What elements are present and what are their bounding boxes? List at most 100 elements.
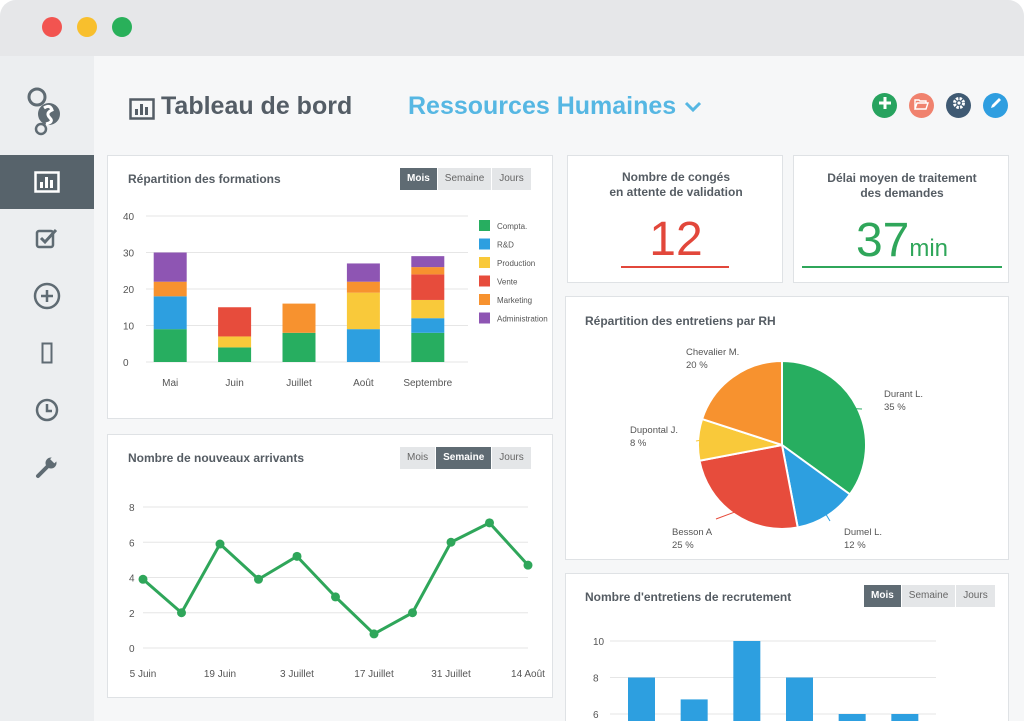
close-window-button[interactable] [42,17,62,37]
bar-segment [346,281,380,293]
x-tick-label: Juin [225,378,243,389]
settings-button[interactable] [946,93,971,118]
bar [786,677,813,721]
add-button[interactable] [872,93,897,118]
bar-segment [282,303,316,333]
page-title: Tableau de bord [161,92,353,120]
sidebar-item-tasks[interactable] [0,211,94,265]
training-breakdown-card: Répartition des formations Mois Semaine … [107,155,553,419]
y-tick-label: 4 [129,574,135,585]
legend-swatch [479,294,490,305]
bar-chart: 6 8 10 [593,637,936,721]
checkbox-icon [35,227,59,249]
legend-swatch [479,220,490,231]
sidebar-item-dashboard[interactable] [0,155,94,209]
period-day-button[interactable]: Jours [492,447,532,469]
plus-icon [878,96,892,115]
pie-slice [700,359,783,447]
section-selector[interactable]: Ressources Humaines [408,92,677,120]
legend-swatch [479,312,490,324]
slice-label: Dumel L. [844,527,882,538]
period-day-button[interactable]: Jours [492,168,532,190]
y-tick-label: 2 [129,609,135,620]
legend-label: Marketing [497,296,532,305]
bar-segment [411,299,445,319]
pie-slice [781,359,867,496]
chevron-down-icon[interactable] [683,100,703,119]
folder-open-icon [914,97,929,115]
slice-label: Chevalier M. [686,347,739,358]
maximize-window-button[interactable] [112,17,132,37]
data-point [215,539,225,549]
data-point [369,629,379,639]
legend-label: Compta. [497,222,527,231]
kpi-value: 12 [649,213,703,266]
y-tick-label: 0 [123,358,129,369]
bar-segment [411,332,445,362]
minimize-window-button[interactable] [77,17,97,37]
slice-value: 25 % [672,540,694,551]
legend-label: Administration [497,315,548,324]
pie-chart: Durant L. 35 % Dumel L. 12 % Besson A 25 % Dup… [630,347,923,551]
legend-label: Production [497,259,535,268]
y-tick-label: 30 [123,249,135,260]
bar-segment [411,274,445,300]
period-toggle: Mois Semaine Jours [400,447,532,469]
x-tick-label: 5 Juin [130,669,157,680]
data-point [408,608,417,618]
bar-segment [411,318,445,333]
new-hires-card: Nombre de nouveaux arrivants Mois Semain… [107,434,553,698]
plus-circle-icon [33,282,61,310]
period-week-button[interactable]: Semaine [436,447,493,469]
legend-swatch [479,238,490,250]
period-toggle: Mois Semaine Jours [864,585,996,607]
clock-icon [35,398,59,422]
data-point [254,574,263,584]
processing-delay-kpi-card: Délai moyen de traitement des demandes 3… [793,155,1009,283]
bar-chart-icon [34,171,60,193]
slice-value: 8 % [630,438,647,449]
period-week-button[interactable]: Semaine [437,168,493,190]
data-point [177,608,186,618]
x-tick-label: Mai [162,378,178,389]
bar [891,714,919,721]
slice-label: Besson A [672,527,713,538]
leader-line [695,439,703,442]
bar-segment [153,281,187,297]
x-tick-label: 31 Juillet [431,669,471,680]
slice-value: 12 % [844,540,866,551]
open-folder-button[interactable] [909,93,934,118]
bar-segment [153,296,187,330]
y-tick-label: 6 [129,538,135,549]
bar-segment [346,263,380,282]
bar-segment [218,347,252,362]
data-point [331,592,340,602]
sidebar-item-add[interactable] [0,269,94,323]
stacked-bar-chart: 0 10 20 30 40 Mai Juin Juillet Août Septembre Comp… [123,212,548,389]
data-point [485,518,494,528]
y-tick-label: 8 [593,674,599,685]
sidebar-item-history[interactable] [0,383,94,437]
bar [733,641,761,721]
sidebar-item-settings[interactable] [0,440,94,494]
period-day-button[interactable]: Jours [956,585,996,607]
edit-button[interactable] [983,93,1008,118]
sidebar-item-mobile[interactable] [0,326,94,380]
period-month-button[interactable]: Mois [400,168,438,190]
x-tick-label: Juillet [286,378,312,389]
leader-line [824,512,831,522]
kpi-label: Délai moyen de traitement des demandes [827,171,977,200]
period-month-button[interactable]: Mois [400,447,437,469]
dashboard-icon [129,98,155,125]
bar [680,699,708,721]
period-week-button[interactable]: Semaine [901,585,957,607]
y-tick-label: 20 [123,285,135,296]
card-title: Répartition des formations [128,172,281,186]
period-month-button[interactable]: Mois [864,585,902,607]
interviews-by-hr-card: Répartition des entretiens par RH Durant… [565,296,1009,560]
wrench-icon [35,455,59,479]
y-tick-label: 6 [593,710,599,721]
y-tick-label: 10 [123,322,135,333]
x-tick-label: 3 Juillet [280,669,314,680]
